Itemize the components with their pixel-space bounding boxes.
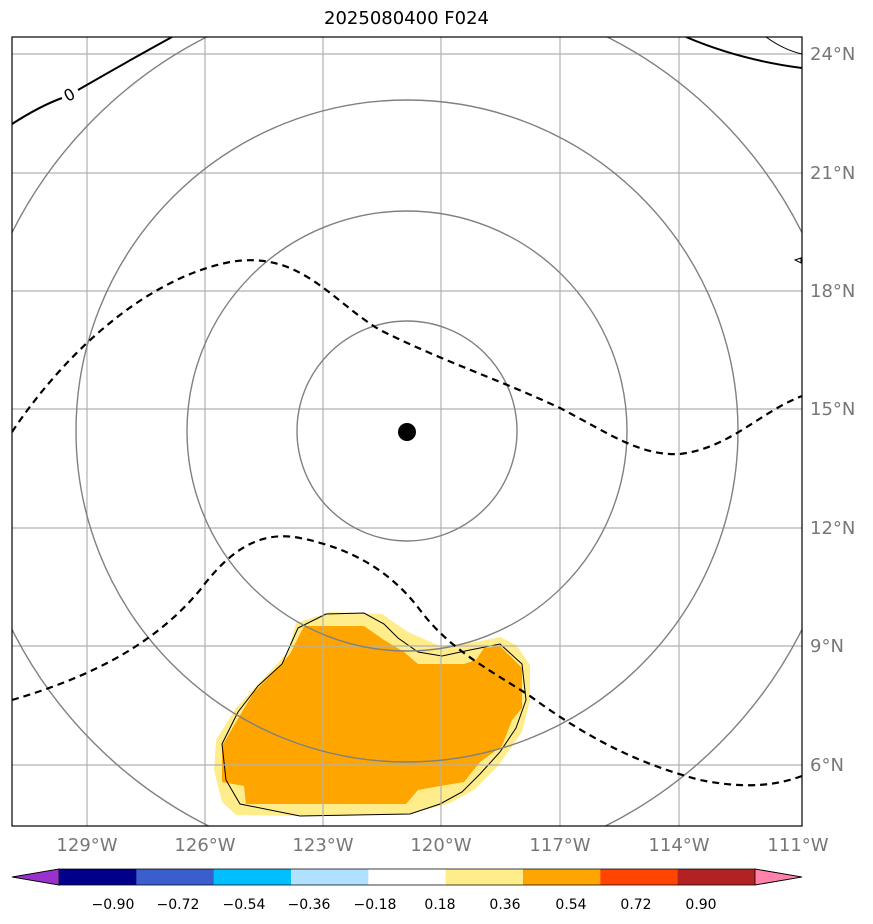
- range-rings: [12, 37, 802, 826]
- colorbar-tick-label: 0.36: [489, 897, 520, 913]
- lat-label: 21°N: [810, 163, 855, 184]
- colorbar-tick-label: 0.18: [424, 897, 455, 913]
- colorbar-segment: [600, 869, 679, 885]
- colorbar-extend-high: [754, 868, 803, 886]
- colorbar-segment: [136, 869, 215, 885]
- lat-label: 9°N: [810, 636, 844, 657]
- shading-outline: [221, 612, 527, 817]
- colorbar-segment: [213, 869, 292, 885]
- colorbar-tick-label: 0.90: [685, 897, 716, 913]
- contour-dashed-north: [12, 259, 802, 456]
- longitude-labels: 129°W 126°W 123°W 120°W 117°W 114°W 111°…: [56, 835, 828, 856]
- colorbar-segment: [59, 869, 137, 885]
- colorbar-segment: [291, 869, 369, 885]
- graticule: [12, 37, 802, 826]
- latitude-labels: 24°N 21°N 18°N 15°N 12°N 9°N 6°N: [810, 44, 855, 776]
- map-title: 2025080400 F024: [324, 8, 489, 29]
- lon-label: 120°W: [410, 835, 471, 856]
- lat-label: 6°N: [810, 755, 844, 776]
- colorbar-extend-low: [11, 868, 60, 886]
- lon-label: 123°W: [292, 835, 353, 856]
- colorbar-segment: [523, 869, 601, 885]
- colorbar-tick-label: −0.36: [288, 897, 331, 913]
- storm-center-marker: [398, 423, 416, 441]
- colorbar-tick-label: 0.54: [555, 897, 586, 913]
- contour-zero-solid-upper-right: [685, 37, 802, 69]
- colorbar-segment: [677, 869, 756, 885]
- colorbar-segment: [368, 869, 447, 885]
- lat-label: 12°N: [810, 518, 855, 539]
- contour-small-right: [765, 37, 802, 264]
- colorbar-tick-label: −0.54: [223, 897, 266, 913]
- lon-label: 129°W: [56, 835, 117, 856]
- lat-label: 15°N: [810, 399, 855, 420]
- map-frame: [11, 36, 803, 827]
- colorbar-tick-label: −0.72: [157, 897, 200, 913]
- colorbar-tick-label: 0.72: [620, 897, 651, 913]
- colorbar-tick-label: −0.18: [354, 897, 397, 913]
- lon-label: 111°W: [767, 835, 828, 856]
- lat-label: 24°N: [810, 44, 855, 65]
- contour-dashed-south: [12, 535, 802, 787]
- colorbar-outline: [11, 868, 803, 886]
- contour-label: 0: [60, 84, 78, 106]
- contour-zero-solid: [12, 37, 173, 125]
- lon-label: 117°W: [529, 835, 590, 856]
- colorbar-segment: [445, 869, 524, 885]
- colorbar-tick-label: −0.90: [92, 897, 135, 913]
- colorbar-ticks: −0.90 −0.72 −0.54 −0.36 −0.18 0.18 0.36 …: [92, 897, 717, 913]
- colorbar: [11, 868, 803, 886]
- lon-label: 126°W: [174, 835, 235, 856]
- lat-label: 18°N: [810, 281, 855, 302]
- lon-label: 114°W: [648, 835, 709, 856]
